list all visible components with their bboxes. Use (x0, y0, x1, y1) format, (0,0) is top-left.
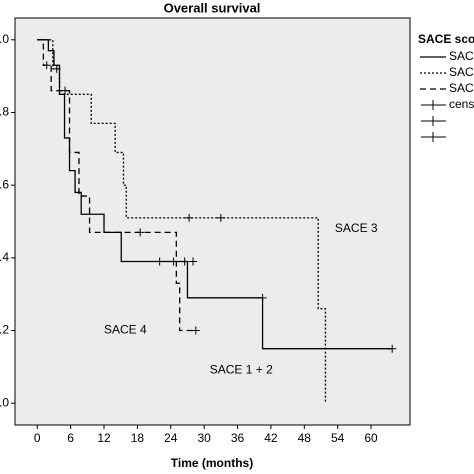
censor-mark (191, 326, 200, 335)
legend-label: SACE 4 (449, 81, 474, 95)
y-tick-label: 0.4 (0, 250, 9, 264)
legend-censor (421, 132, 446, 142)
y-tick-label: 0.8 (0, 105, 9, 119)
x-tick-label: 48 (298, 431, 312, 445)
censor-mark (42, 61, 51, 70)
x-tick-label: 54 (331, 431, 345, 445)
censor-mark (155, 257, 164, 266)
annotation: SACE 4 (104, 323, 147, 337)
censor-mark (52, 64, 61, 73)
legend-label: censored (449, 97, 474, 111)
censor-mark (216, 213, 225, 222)
x-tick-label: 36 (231, 431, 245, 445)
y-tick-label: 0.0 (0, 395, 9, 409)
x-tick-label: 30 (197, 431, 211, 445)
x-tick-label: 42 (264, 431, 278, 445)
x-tick-label: 60 (364, 431, 378, 445)
censor-mark (61, 86, 70, 95)
y-tick-label: 1.0 (0, 32, 9, 46)
x-tick-label: 18 (131, 431, 145, 445)
legend-label: SACE 3 (449, 65, 474, 79)
chart-title: Overall survival (164, 0, 261, 15)
annotation: SACE 3 (335, 221, 378, 235)
legend-censor (421, 116, 446, 126)
y-tick-label: 0.6 (0, 177, 9, 191)
censor-mark (258, 293, 267, 302)
legend-censor (421, 100, 446, 110)
legend-label: SACE 1 + 2 (449, 49, 474, 63)
survival-curve (37, 39, 393, 350)
censor-mark (189, 257, 198, 266)
y-tick-label: 0.2 (0, 323, 9, 337)
x-tick-label: 12 (97, 431, 111, 445)
plot-area (14, 17, 411, 426)
censor-mark (136, 228, 145, 237)
censor-mark (185, 213, 194, 222)
x-tick-label: 24 (164, 431, 178, 445)
x-tick-label: 6 (67, 431, 74, 445)
x-axis-label: Time (months) (171, 456, 253, 470)
legend-title: SACE score (418, 32, 474, 46)
annotation: SACE 1 + 2 (210, 363, 273, 377)
x-tick-label: 0 (34, 431, 41, 445)
censor-mark (388, 344, 397, 353)
censor-mark (180, 257, 189, 266)
